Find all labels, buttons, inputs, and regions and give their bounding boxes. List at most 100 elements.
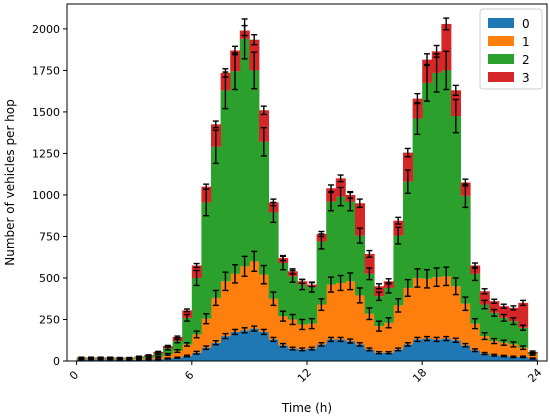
bar-series-2-bin-43: [489, 312, 500, 342]
bar-series-2-bin-39: [451, 116, 461, 287]
errorbar-series-1-bin-31: [376, 320, 382, 332]
bar-series-0-bin-24: [307, 348, 317, 361]
errorbar-series-0-bin-30: [366, 347, 373, 352]
bar-series-2-bin-13: [201, 202, 212, 319]
errorbar-series-2-bin-33: [395, 226, 402, 245]
bar-series-0-bin-26: [326, 339, 337, 361]
bar-series-0-bin-37: [431, 339, 442, 361]
bar-series-1-bin-19: [259, 274, 269, 332]
errorbar-series-2-bin-26: [328, 191, 334, 212]
bar-series-2-bin-36: [422, 82, 433, 279]
bar-series-0-bin-47: [527, 358, 538, 361]
legend-swatch-0: [488, 18, 514, 28]
bar-series-0-bin-31: [374, 352, 385, 361]
bar-series-1-bin-21: [278, 316, 289, 346]
bar-series-3-bin-31: [374, 286, 385, 297]
errorbar-series-0-bin-13: [203, 345, 210, 351]
bar-series-0-bin-22: [287, 348, 298, 361]
errorbar-series-2-bin-31: [376, 291, 382, 302]
bar-series-2-bin-14: [211, 146, 221, 298]
legend-swatch-3: [488, 72, 514, 82]
errorbar-series-0-bin-44: [500, 354, 507, 358]
y-tick-label: 1000: [32, 189, 60, 202]
bar-series-1-bin-14: [211, 297, 221, 343]
bar-series-2-bin-26: [326, 201, 337, 285]
bar-series-2-bin-45: [508, 321, 519, 345]
bar-series-2-bin-12: [191, 277, 202, 335]
errorbar-series-0-bin-47: [529, 357, 536, 360]
bar-series-0-bin-10: [172, 357, 183, 361]
errorbar-series-0-bin-8: [155, 358, 162, 361]
bar-series-2-bin-29: [355, 235, 365, 296]
errorbar-series-0-bin-40: [462, 342, 469, 348]
errorbar-series-3-bin-25: [318, 230, 325, 238]
legend-swatch-1: [488, 36, 514, 46]
legend-label-3: 3: [522, 71, 530, 85]
errorbar-series-1-bin-45: [510, 341, 517, 348]
bar-series-3-bin-19: [259, 110, 269, 142]
errorbar-series-1-bin-23: [299, 318, 306, 331]
errorbar-series-0-bin-21: [280, 342, 286, 348]
bar-series-2-bin-31: [374, 296, 385, 327]
bar-series-1-bin-33: [393, 305, 404, 350]
bars-layer: [76, 23, 538, 361]
bar-series-0-bin-32: [383, 352, 394, 361]
errorbar-series-2-bin-38: [443, 50, 450, 91]
bar-series-2-bin-37: [431, 72, 442, 278]
bar-series-1-bin-35: [412, 277, 423, 340]
errorbar-series-1-bin-24: [308, 317, 315, 330]
bar-series-1-bin-17: [239, 266, 250, 331]
errorbar-series-1-bin-14: [212, 289, 219, 307]
errorbar-series-3-bin-39: [452, 84, 459, 97]
bar-series-0-bin-28: [345, 341, 356, 361]
y-axis-label: Number of vehicles per hop: [3, 99, 17, 266]
errorbar-series-1-bin-43: [491, 337, 498, 345]
bar-series-0-bin-21: [278, 345, 289, 361]
errorbar-series-0-bin-22: [289, 346, 296, 351]
bar-series-2-bin-40: [460, 195, 471, 304]
errorbar-series-3-bin-31: [376, 283, 382, 290]
bar-series-1-bin-38: [441, 276, 452, 339]
bar-series-0-bin-14: [211, 342, 221, 361]
errorbar-series-0-bin-11: [184, 354, 190, 358]
bar-series-2-bin-8: [153, 353, 164, 357]
errorbar-series-1-bin-16: [232, 263, 238, 284]
errorbar-series-2-bin-34: [404, 169, 411, 194]
errorbar-series-1-bin-9: [164, 352, 171, 356]
errorbar-series-2-bin-18: [251, 51, 258, 90]
errorbar-series-1-bin-18: [251, 250, 258, 273]
bar-series-1-bin-45: [508, 344, 519, 357]
bar-series-0-bin-39: [451, 340, 461, 361]
bar-series-3-bin-43: [489, 301, 500, 313]
errorbar-series-0-bin-41: [472, 348, 478, 353]
bar-series-1-bin-16: [230, 273, 241, 332]
bar-series-2-bin-11: [182, 317, 193, 345]
bar-series-1-bin-24: [307, 323, 317, 349]
bar-series-1-bin-22: [287, 319, 298, 349]
errorbar-series-3-bin-26: [328, 184, 334, 193]
errorbar-series-3-bin-40: [462, 178, 469, 187]
bar-series-1-bin-29: [355, 295, 365, 345]
errorbar-series-3-bin-38: [443, 17, 450, 31]
errorbar-series-0-bin-17: [241, 327, 248, 334]
bar-series-1-bin-47: [527, 354, 538, 359]
errorbar-series-0-bin-15: [222, 332, 229, 340]
bar-series-1-bin-31: [374, 326, 385, 353]
errorbar-series-1-bin-13: [203, 312, 210, 325]
legend-box: [479, 8, 543, 90]
bar-series-3-bin-34: [403, 152, 413, 182]
errorbar-series-0-bin-34: [404, 342, 411, 347]
errorbar-series-3-bin-6: [136, 355, 142, 358]
y-tick-label: 250: [39, 313, 60, 326]
bar-series-2-bin-20: [268, 212, 279, 299]
errorbar-series-3-bin-23: [299, 278, 306, 284]
bar-series-1-bin-42: [479, 336, 490, 354]
errorbar-series-3-bin-11: [184, 308, 190, 313]
bar-series-0-bin-19: [259, 331, 269, 361]
errorbar-series-0-bin-45: [510, 355, 517, 359]
errorbar-series-0-bin-42: [481, 351, 488, 356]
errorbar-series-1-bin-36: [424, 268, 430, 289]
x-tick-label: 0: [67, 368, 81, 382]
bar-series-2-bin-24: [307, 287, 317, 324]
